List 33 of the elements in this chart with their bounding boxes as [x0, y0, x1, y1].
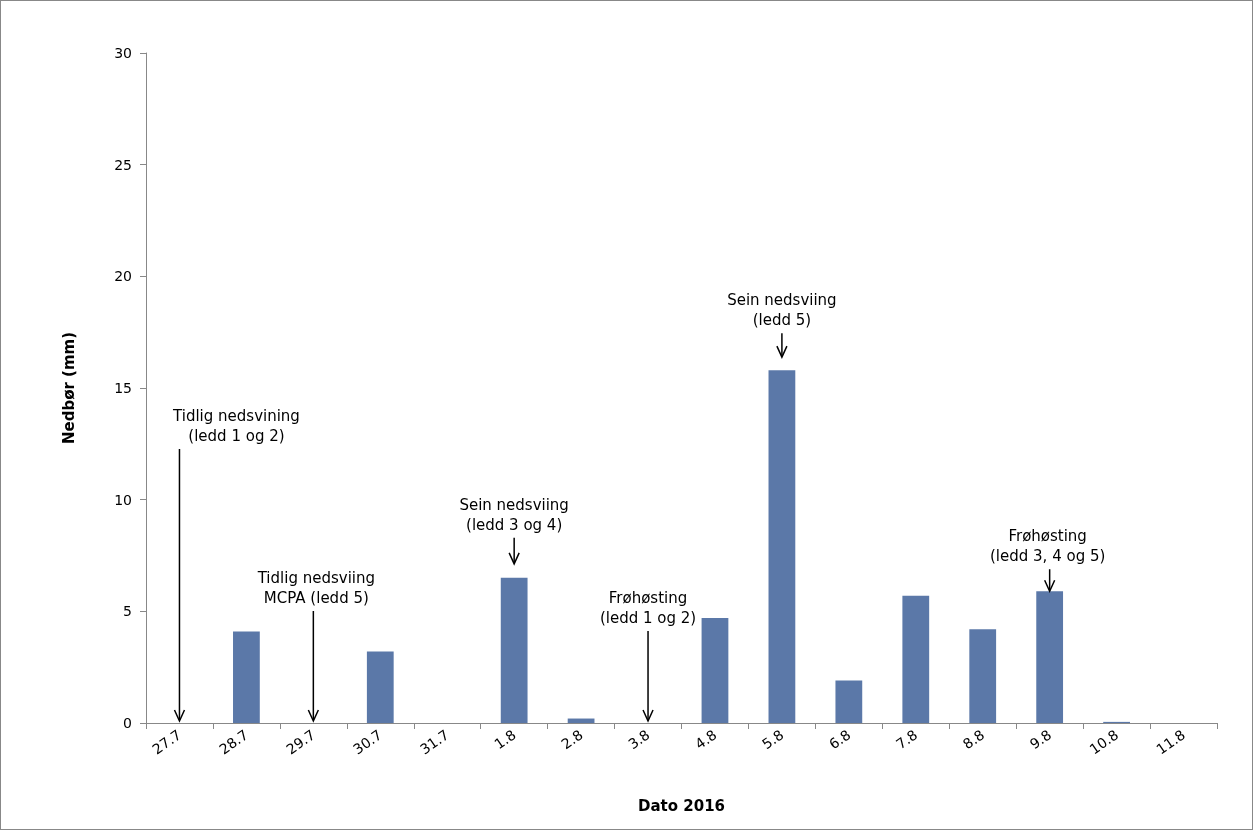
bar	[500, 577, 528, 723]
annotation: Frøhøsting (ledd 1 og 2)	[599, 589, 697, 627]
annotation: Sein nedsviing (ledd 5)	[727, 291, 837, 330]
bar	[233, 631, 260, 723]
bar	[835, 680, 863, 723]
bar	[1036, 591, 1064, 723]
x-tick-label: 1.8	[491, 726, 519, 753]
annotation: Frøhøsting (ledd 3, 4 og 5)	[990, 527, 1106, 566]
y-tick-label: 15	[114, 380, 132, 396]
x-tick-label: 2.8	[558, 726, 586, 753]
y-tick-label: 0	[123, 715, 132, 731]
bar	[902, 595, 930, 723]
x-axis-title: Dato 2016	[637, 796, 726, 815]
x-tick-label: 3.8	[625, 726, 653, 753]
x-tick-label: 4.8	[692, 726, 720, 753]
y-tick-label: 10	[114, 491, 132, 508]
y-axis-title: Nedbør (mm)	[59, 331, 78, 445]
bar	[366, 651, 394, 723]
y-tick-label: 25	[114, 156, 132, 173]
bar	[969, 629, 997, 723]
x-tick-label: 5.8	[759, 726, 787, 753]
x-tick-label: 8.8	[959, 726, 988, 753]
annotation: Sein nedsviing (ledd 3 og 4)	[459, 495, 569, 534]
x-tick-label: 9.8	[1026, 726, 1055, 753]
annotation: Tidlig nedsviing MCPA (ledd 5)	[256, 569, 376, 607]
y-tick-label: 30	[114, 45, 132, 61]
x-tick-label: 7.8	[892, 726, 921, 753]
y-tick-label: 20	[114, 268, 132, 285]
x-tick-label: 6.8	[826, 726, 854, 753]
y-tick-label: 5	[123, 603, 132, 620]
bar	[768, 370, 796, 723]
annotation: Tidlig nedsvining (ledd 1 og 2)	[172, 407, 300, 445]
bar	[701, 618, 729, 723]
